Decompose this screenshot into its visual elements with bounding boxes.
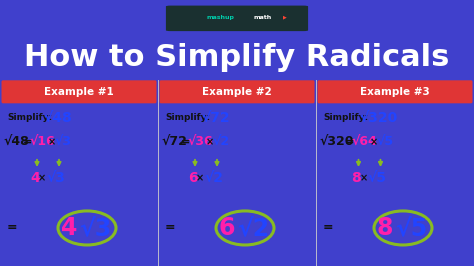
Text: √64: √64	[352, 135, 377, 148]
Text: 6: 6	[219, 216, 235, 240]
Text: 4: 4	[30, 171, 40, 185]
Text: =: =	[345, 137, 354, 147]
Text: ▶: ▶	[283, 15, 287, 20]
Text: =: =	[23, 137, 32, 147]
Text: 4: 4	[61, 216, 77, 240]
Text: √16: √16	[30, 135, 56, 148]
Text: Example #1: Example #1	[44, 87, 114, 97]
Text: Simplify:: Simplify:	[323, 113, 368, 122]
Text: =: =	[181, 137, 190, 147]
FancyBboxPatch shape	[166, 6, 308, 31]
Text: 8: 8	[376, 216, 393, 240]
Text: √5: √5	[376, 135, 393, 148]
Text: √36: √36	[188, 135, 214, 148]
Text: √2: √2	[213, 135, 230, 148]
Text: √320: √320	[320, 135, 355, 148]
Text: √3: √3	[55, 135, 72, 148]
Text: √72: √72	[162, 135, 188, 148]
Text: √48: √48	[4, 135, 30, 148]
Text: ×: ×	[196, 173, 204, 183]
Text: √320: √320	[359, 111, 397, 125]
Text: math: math	[254, 15, 272, 20]
Text: mashup: mashup	[206, 15, 234, 20]
Text: ×: ×	[48, 137, 56, 147]
Text: √3: √3	[46, 171, 65, 185]
Text: ×: ×	[359, 173, 368, 183]
FancyBboxPatch shape	[1, 80, 156, 103]
Text: √2: √2	[204, 171, 223, 185]
FancyBboxPatch shape	[159, 80, 315, 103]
Text: Example #3: Example #3	[360, 87, 430, 97]
Text: =: =	[165, 222, 176, 234]
Text: 6: 6	[188, 171, 198, 185]
Text: √5: √5	[367, 171, 386, 185]
Text: Simplify:: Simplify:	[7, 113, 52, 122]
Text: ×: ×	[206, 137, 214, 147]
Text: √3: √3	[79, 216, 111, 240]
Text: √2: √2	[237, 216, 269, 240]
Text: √5: √5	[395, 216, 427, 240]
Text: ×: ×	[38, 173, 46, 183]
Text: =: =	[7, 222, 18, 234]
FancyBboxPatch shape	[318, 80, 473, 103]
Text: ×: ×	[370, 137, 378, 147]
Text: Simplify:: Simplify:	[165, 113, 210, 122]
Text: How to Simplify Radicals: How to Simplify Radicals	[24, 43, 450, 72]
Text: √48: √48	[43, 111, 72, 125]
Text: =: =	[323, 222, 334, 234]
Text: 8: 8	[352, 171, 361, 185]
Text: Example #2: Example #2	[202, 87, 272, 97]
Text: √72: √72	[201, 111, 229, 125]
